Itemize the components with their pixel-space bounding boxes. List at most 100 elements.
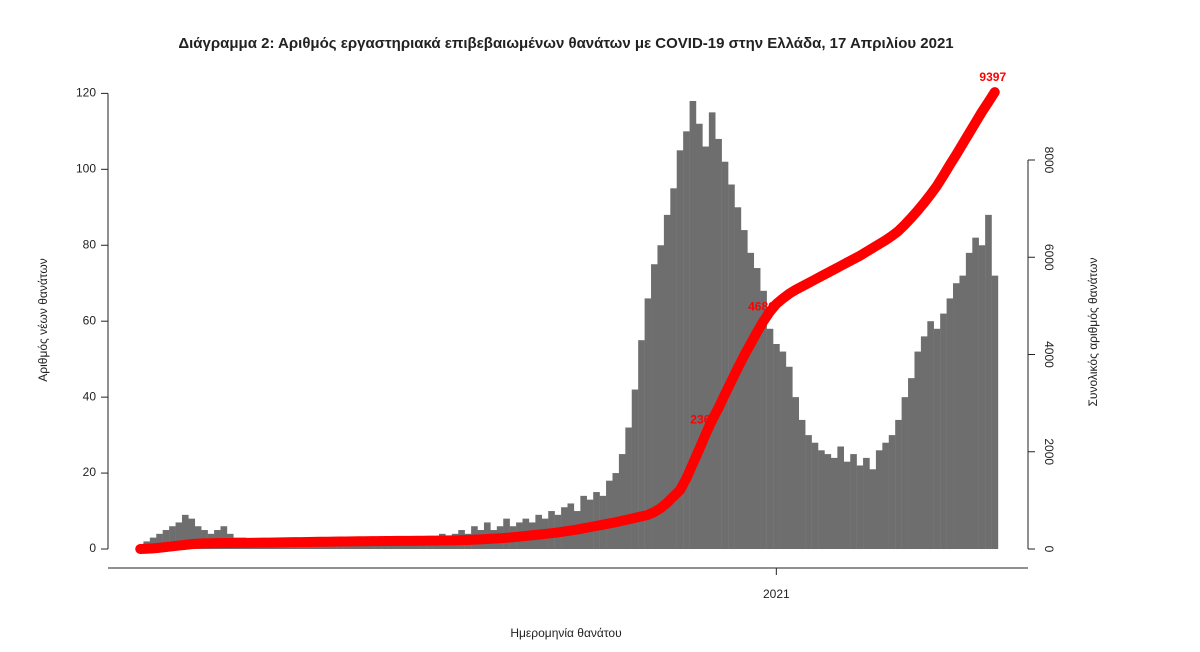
bar	[940, 313, 947, 550]
bar	[381, 545, 388, 550]
bar	[785, 366, 793, 550]
bar	[606, 480, 613, 550]
y2-tick-label: 6000	[1042, 244, 1056, 271]
bar	[644, 298, 652, 550]
bar	[169, 526, 176, 550]
bar	[361, 545, 369, 550]
bar	[805, 435, 812, 550]
bar	[965, 252, 973, 550]
bar	[760, 290, 767, 550]
bar	[824, 454, 832, 550]
bar	[400, 545, 408, 550]
x-tick-label: 2021	[763, 587, 790, 601]
bar	[670, 188, 677, 550]
cumulative-line	[135, 87, 1000, 554]
line-value-label: 9397	[979, 70, 1006, 84]
bar	[978, 245, 986, 550]
bar	[329, 545, 337, 550]
bar	[683, 131, 690, 550]
bar	[959, 275, 967, 550]
bar	[638, 340, 645, 550]
bar	[349, 545, 356, 550]
bar	[676, 150, 684, 550]
bar	[888, 435, 896, 550]
bar	[625, 427, 632, 550]
bar	[753, 268, 761, 550]
y-tick-label: 40	[83, 389, 97, 403]
bar	[895, 419, 902, 550]
bar	[882, 442, 889, 550]
bar	[837, 446, 844, 550]
y-tick-label: 20	[83, 465, 97, 479]
bar	[708, 112, 716, 550]
bar	[869, 469, 877, 550]
bar	[593, 492, 600, 550]
bar	[689, 100, 697, 550]
bar	[766, 328, 774, 550]
line-value-label: 4686	[748, 299, 775, 313]
bar	[304, 545, 311, 550]
bar	[843, 461, 851, 550]
bar	[194, 526, 202, 550]
y2-tick-label: 8000	[1042, 147, 1056, 174]
y-axis-label: Αριθμός νέων θανάτων	[36, 258, 50, 381]
bar	[702, 146, 710, 550]
bar	[830, 457, 838, 550]
bar	[162, 530, 170, 550]
bar	[953, 283, 960, 550]
bar	[156, 533, 163, 550]
bar	[927, 321, 934, 550]
bar	[914, 351, 922, 550]
y-tick-label: 120	[76, 86, 96, 100]
y-tick-label: 60	[83, 313, 97, 327]
y2-tick-label: 2000	[1042, 438, 1056, 465]
bar	[696, 123, 703, 550]
bar	[368, 545, 375, 550]
bar	[188, 518, 196, 550]
y-tick-label: 0	[89, 541, 96, 555]
x-axis-label: Ημερομηνία θανάτου	[510, 626, 621, 640]
bar	[618, 454, 626, 550]
bar	[631, 389, 639, 550]
bar	[175, 522, 183, 550]
bar	[323, 545, 330, 550]
bar	[740, 230, 748, 550]
bar	[908, 378, 915, 550]
bar	[663, 214, 671, 550]
bar	[657, 245, 665, 550]
line-value-label: 2361	[690, 412, 717, 426]
bar	[920, 336, 928, 550]
bar	[721, 161, 729, 550]
bar	[901, 397, 909, 550]
bar	[991, 275, 999, 550]
bar	[336, 545, 343, 550]
y2-tick-label: 0	[1042, 546, 1056, 553]
bar	[747, 252, 755, 550]
bar	[580, 495, 587, 550]
bar	[933, 328, 941, 550]
bar	[850, 454, 857, 550]
bar	[220, 526, 228, 550]
bar	[715, 138, 722, 550]
bar	[863, 457, 870, 550]
bar	[773, 343, 780, 550]
bar	[856, 465, 864, 550]
y-tick-label: 80	[83, 237, 97, 251]
bar	[811, 442, 819, 550]
bar	[149, 537, 157, 550]
bar	[181, 514, 189, 550]
bar	[779, 351, 787, 550]
bar	[972, 237, 979, 550]
bar	[612, 473, 620, 550]
y2-axis-label: Συνολικός αριθμός θανάτων	[1086, 257, 1100, 406]
bar	[792, 397, 800, 550]
bar	[946, 298, 954, 550]
bar	[798, 419, 806, 550]
bar	[818, 450, 825, 550]
bar	[728, 184, 735, 550]
y2-tick-label: 4000	[1042, 341, 1056, 368]
chart-title: Διάγραμμα 2: Αριθμός εργαστηριακά επιβεβ…	[178, 35, 953, 52]
bar	[310, 545, 318, 550]
bar	[985, 214, 992, 550]
